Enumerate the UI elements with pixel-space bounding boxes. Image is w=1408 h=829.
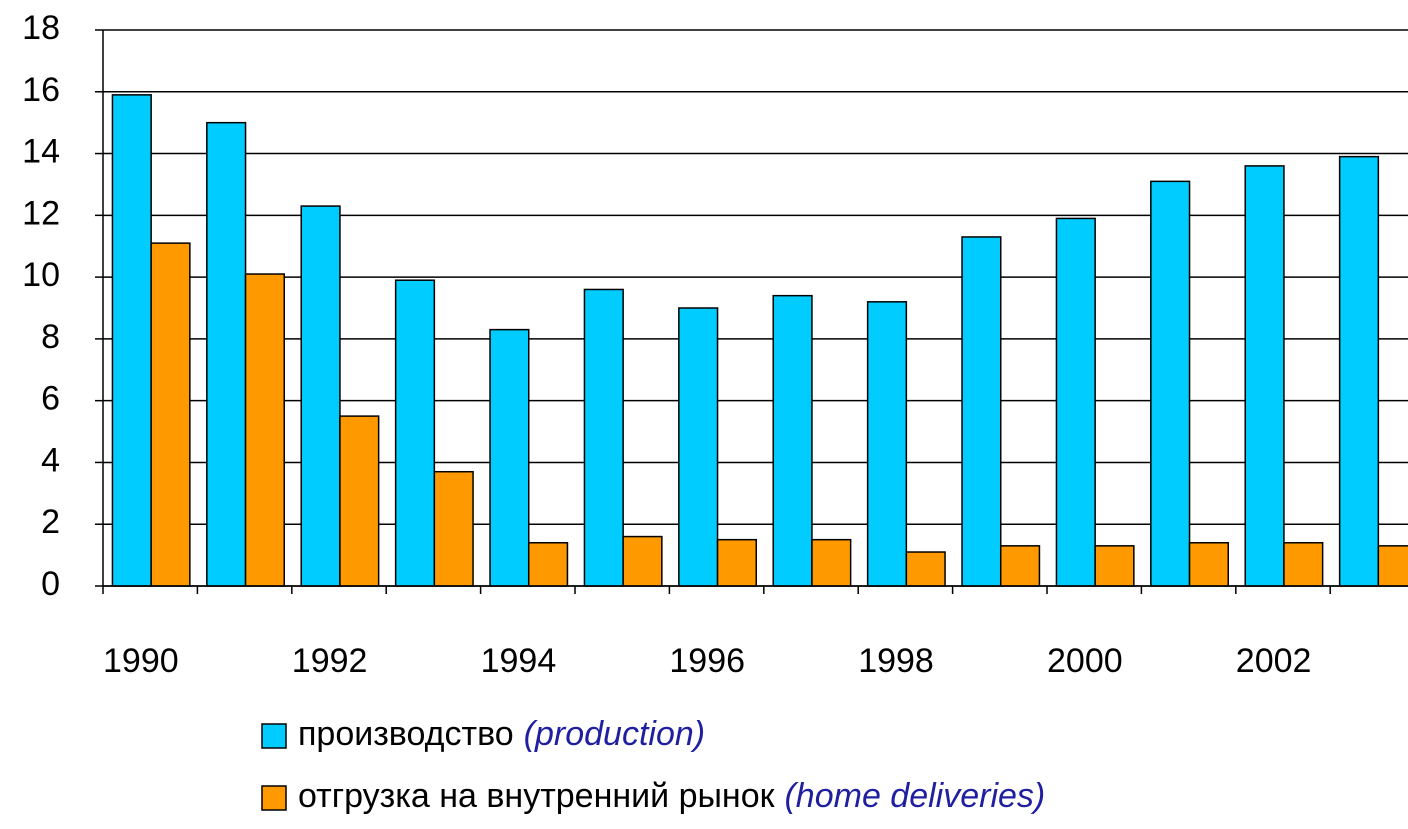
- bar: [527, 542, 569, 587]
- y-tick-label: 14: [22, 133, 60, 171]
- bar: [150, 242, 191, 587]
- bar: [1150, 180, 1191, 587]
- bar: [433, 470, 474, 587]
- bar: [300, 205, 341, 587]
- x-tick-label: 2002: [1236, 642, 1312, 680]
- bar: [866, 301, 908, 587]
- legend-name-en: (production): [524, 715, 705, 753]
- bar: [1338, 155, 1380, 587]
- x-tick-label: 1994: [481, 642, 557, 680]
- x-tick-label: 1990: [103, 642, 179, 680]
- legend-name: производство: [298, 715, 514, 753]
- legend-name-en: (home deliveries): [784, 777, 1045, 815]
- bar: [394, 279, 436, 587]
- bar: [1377, 545, 1408, 587]
- bar: [339, 415, 380, 587]
- y-tick-label: 18: [22, 9, 60, 47]
- bar: [716, 538, 757, 587]
- bar: [1283, 542, 1324, 587]
- x-tick-label: 1998: [858, 642, 934, 680]
- y-tick-label: 10: [22, 256, 60, 294]
- bar: [678, 307, 719, 587]
- legend-label: отгрузка на внутренний рынок (home delive…: [298, 777, 1045, 815]
- legend-label: производство (production): [298, 715, 705, 753]
- x-tick-label: 1996: [669, 642, 745, 680]
- bar: [583, 288, 624, 587]
- legend-name: отгрузка на внутренний рынок: [298, 777, 776, 815]
- y-tick-label: 12: [22, 194, 60, 232]
- bar: [1094, 545, 1135, 587]
- bar: [1055, 217, 1096, 587]
- y-tick-label: 0: [41, 565, 60, 603]
- bar: [244, 273, 285, 587]
- x-tick-label: 1992: [292, 642, 368, 680]
- bar: [622, 535, 663, 587]
- bar: [206, 121, 247, 587]
- bar: [489, 328, 530, 587]
- y-tick-label: 6: [41, 380, 60, 418]
- bar: [111, 94, 152, 587]
- bar: [999, 545, 1041, 587]
- y-tick-label: 8: [41, 318, 60, 356]
- y-tick-label: 16: [22, 71, 60, 109]
- x-tick-label: 2000: [1047, 642, 1123, 680]
- bar: [1244, 165, 1285, 587]
- legend-swatch: [261, 785, 287, 811]
- bar: [905, 551, 946, 587]
- legend-swatch: [261, 723, 287, 749]
- y-tick-label: 2: [41, 503, 60, 541]
- bar: [772, 294, 813, 587]
- bar: [811, 538, 852, 587]
- y-tick-label: 4: [41, 441, 60, 479]
- bar: [961, 236, 1002, 587]
- bar: [1188, 542, 1229, 587]
